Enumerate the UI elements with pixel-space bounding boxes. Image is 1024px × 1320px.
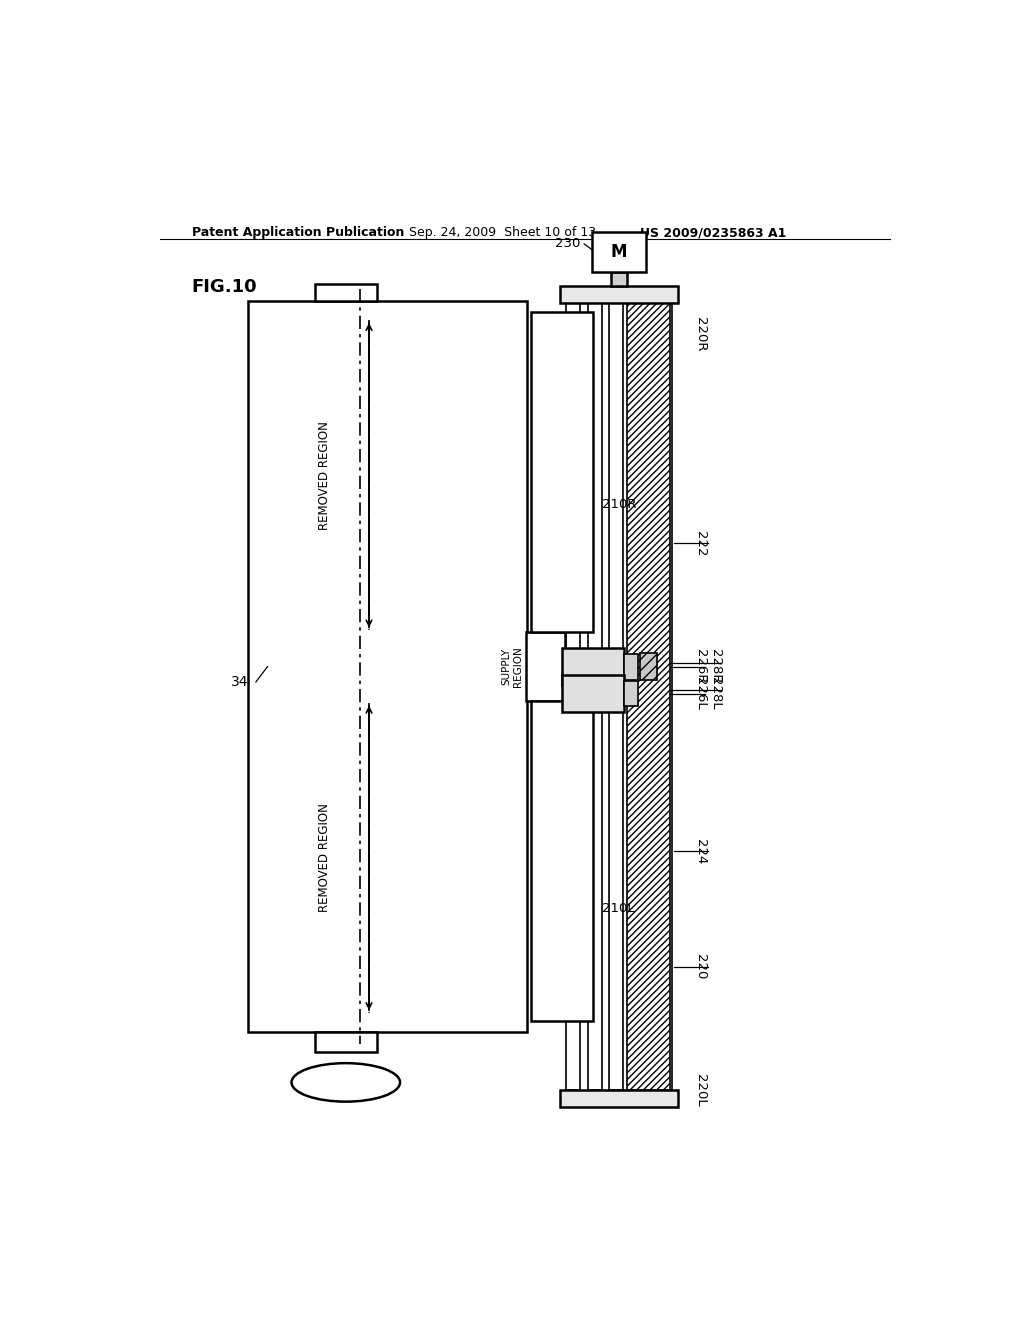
Text: Sep. 24, 2009  Sheet 10 of 13: Sep. 24, 2009 Sheet 10 of 13 bbox=[409, 226, 596, 239]
Bar bbox=[609, 304, 624, 1090]
Text: SUPPLY
REGION: SUPPLY REGION bbox=[502, 647, 523, 686]
Bar bbox=[566, 304, 580, 1090]
Text: 230: 230 bbox=[555, 238, 581, 251]
Text: 226R: 226R bbox=[693, 649, 707, 684]
Bar bbox=[560, 1090, 678, 1107]
Text: FIG.10: FIG.10 bbox=[191, 277, 257, 296]
Bar bbox=[624, 681, 638, 706]
Text: 220: 220 bbox=[693, 954, 707, 979]
Bar bbox=[531, 313, 593, 632]
Bar bbox=[640, 653, 657, 680]
Text: 228R: 228R bbox=[710, 649, 722, 684]
Bar bbox=[588, 304, 601, 1090]
Text: 210L: 210L bbox=[602, 903, 635, 916]
Bar bbox=[526, 632, 565, 701]
Bar bbox=[248, 301, 527, 1032]
Text: 34: 34 bbox=[230, 675, 248, 689]
Bar bbox=[611, 272, 627, 286]
Ellipse shape bbox=[292, 1063, 400, 1102]
Text: 210R: 210R bbox=[602, 498, 637, 511]
Text: US 2009/0235863 A1: US 2009/0235863 A1 bbox=[640, 226, 785, 239]
Text: REMOVED REGION: REMOVED REGION bbox=[318, 804, 332, 912]
Bar bbox=[592, 232, 646, 272]
Text: 228L: 228L bbox=[710, 677, 722, 710]
Bar bbox=[560, 286, 678, 304]
Bar bbox=[314, 1032, 377, 1052]
Bar bbox=[627, 304, 670, 1090]
Bar bbox=[314, 284, 377, 301]
Text: 224: 224 bbox=[693, 838, 707, 865]
Text: 222: 222 bbox=[693, 531, 707, 556]
Bar bbox=[531, 701, 593, 1020]
Bar bbox=[562, 648, 624, 685]
Text: Patent Application Publication: Patent Application Publication bbox=[191, 226, 403, 239]
Text: M: M bbox=[610, 243, 628, 261]
Text: 226L: 226L bbox=[693, 677, 707, 710]
Text: REMOVED REGION: REMOVED REGION bbox=[318, 421, 332, 529]
Bar bbox=[624, 653, 638, 680]
Text: 220R: 220R bbox=[693, 317, 707, 351]
Bar bbox=[562, 675, 624, 711]
Text: 220L: 220L bbox=[693, 1073, 707, 1106]
